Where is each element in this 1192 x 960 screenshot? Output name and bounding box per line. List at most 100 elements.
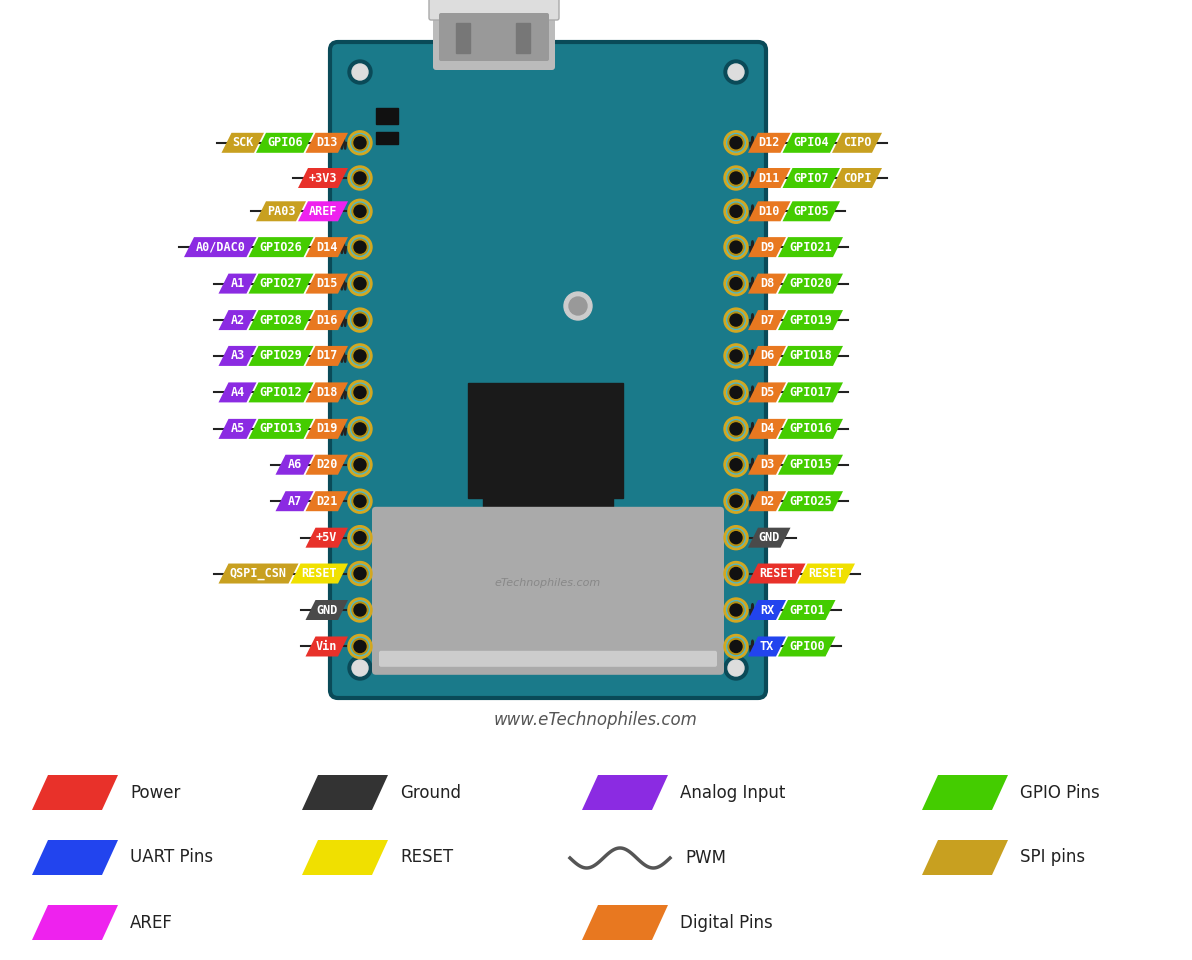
Text: A6: A6	[287, 458, 302, 471]
Circle shape	[724, 562, 749, 586]
FancyBboxPatch shape	[429, 0, 559, 20]
Text: D19: D19	[316, 422, 337, 436]
Text: D14: D14	[316, 241, 337, 253]
Text: D21: D21	[316, 494, 337, 508]
Circle shape	[348, 60, 372, 84]
Text: Digital Pins: Digital Pins	[679, 914, 772, 931]
Circle shape	[352, 134, 368, 151]
Polygon shape	[248, 310, 313, 330]
Circle shape	[350, 202, 370, 221]
Text: GPIO29: GPIO29	[260, 349, 303, 363]
Polygon shape	[305, 492, 348, 511]
Text: D16: D16	[316, 314, 337, 326]
Circle shape	[354, 277, 366, 290]
Circle shape	[352, 348, 368, 364]
Polygon shape	[305, 419, 348, 439]
Polygon shape	[275, 492, 313, 511]
Circle shape	[728, 602, 744, 618]
Polygon shape	[298, 202, 348, 221]
Text: GPIO18: GPIO18	[789, 349, 832, 363]
Text: GPIO7: GPIO7	[794, 172, 830, 184]
Circle shape	[730, 136, 741, 149]
Circle shape	[354, 495, 366, 507]
Text: CIPO: CIPO	[843, 136, 871, 150]
Polygon shape	[778, 492, 843, 511]
Circle shape	[728, 384, 744, 400]
Circle shape	[352, 565, 368, 582]
Text: A3: A3	[230, 349, 244, 363]
Circle shape	[724, 131, 749, 155]
Bar	[375, 108, 398, 124]
Polygon shape	[218, 274, 256, 294]
Circle shape	[564, 292, 592, 320]
Circle shape	[350, 382, 370, 402]
Polygon shape	[305, 274, 348, 294]
Circle shape	[354, 136, 366, 149]
Circle shape	[352, 204, 368, 219]
Circle shape	[348, 598, 372, 622]
Polygon shape	[218, 310, 256, 330]
Polygon shape	[302, 775, 389, 810]
Text: A2: A2	[230, 314, 244, 326]
Circle shape	[354, 422, 366, 435]
Text: D7: D7	[759, 314, 774, 326]
Circle shape	[730, 205, 741, 217]
Polygon shape	[305, 528, 348, 547]
Text: GPIO13: GPIO13	[260, 422, 303, 436]
Circle shape	[730, 604, 741, 616]
Text: GPIO4: GPIO4	[794, 136, 830, 150]
Circle shape	[724, 60, 749, 84]
FancyBboxPatch shape	[433, 12, 555, 70]
Circle shape	[724, 344, 749, 368]
Polygon shape	[749, 310, 786, 330]
Text: RESET: RESET	[808, 567, 844, 580]
Polygon shape	[248, 274, 313, 294]
Text: GPIO28: GPIO28	[260, 314, 303, 326]
Circle shape	[728, 312, 744, 328]
Polygon shape	[778, 310, 843, 330]
Circle shape	[728, 170, 744, 186]
Polygon shape	[749, 492, 786, 511]
Polygon shape	[749, 528, 790, 547]
Circle shape	[726, 564, 746, 584]
Text: Vin: Vin	[316, 640, 337, 653]
Circle shape	[348, 490, 372, 514]
Circle shape	[726, 492, 746, 511]
Circle shape	[726, 636, 746, 657]
Circle shape	[348, 344, 372, 368]
Text: GPIO12: GPIO12	[260, 386, 303, 399]
Circle shape	[354, 314, 366, 326]
Circle shape	[726, 382, 746, 402]
Polygon shape	[248, 346, 313, 366]
Circle shape	[730, 567, 741, 580]
Polygon shape	[778, 382, 843, 402]
Circle shape	[726, 310, 746, 330]
Polygon shape	[248, 419, 313, 439]
Text: TX: TX	[759, 640, 774, 653]
Text: Power: Power	[130, 783, 180, 802]
Polygon shape	[921, 840, 1008, 875]
Circle shape	[352, 312, 368, 328]
Circle shape	[354, 349, 366, 362]
Polygon shape	[749, 168, 790, 188]
Text: D13: D13	[316, 136, 337, 150]
Circle shape	[348, 562, 372, 586]
Polygon shape	[298, 168, 348, 188]
Circle shape	[350, 492, 370, 511]
Polygon shape	[275, 455, 313, 475]
Circle shape	[728, 134, 744, 151]
Circle shape	[348, 656, 372, 680]
Circle shape	[354, 459, 366, 470]
Text: RESET: RESET	[401, 849, 453, 867]
Polygon shape	[582, 775, 668, 810]
Polygon shape	[305, 310, 348, 330]
Circle shape	[728, 660, 744, 676]
Text: RESET: RESET	[302, 567, 337, 580]
Polygon shape	[256, 202, 306, 221]
Text: RESET: RESET	[759, 567, 795, 580]
Text: Ground: Ground	[401, 783, 461, 802]
Text: GPIO20: GPIO20	[789, 277, 832, 290]
FancyBboxPatch shape	[439, 13, 550, 61]
Text: A5: A5	[230, 422, 244, 436]
Circle shape	[352, 64, 368, 80]
